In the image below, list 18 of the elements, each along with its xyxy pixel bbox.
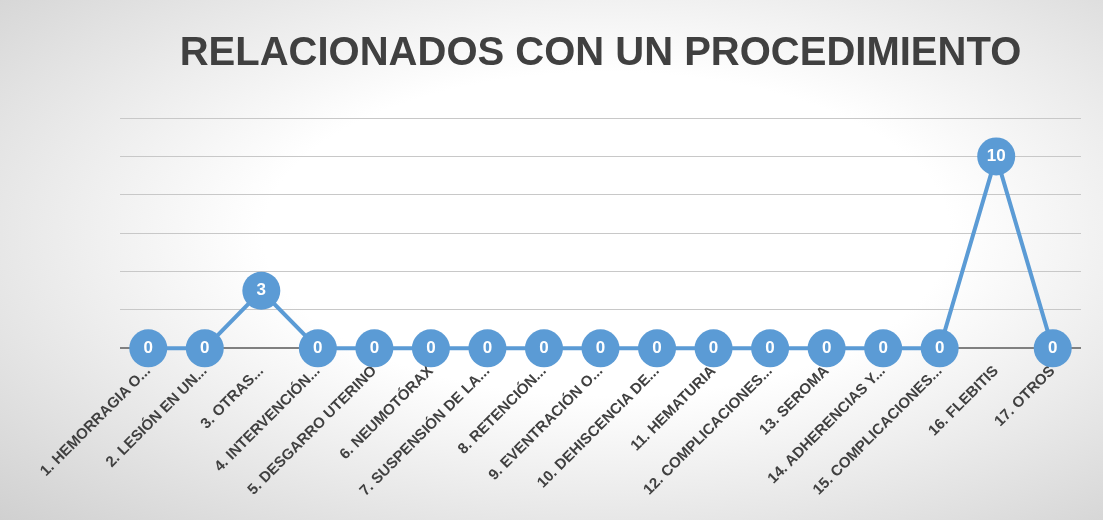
chart-title: RELACIONADOS CON UN PROCEDIMIENTO	[179, 29, 1022, 74]
data-label: 0	[878, 338, 888, 358]
data-label: 3	[256, 280, 267, 300]
data-label: 0	[200, 338, 210, 358]
data-label: 0	[313, 338, 323, 358]
data-label: 0	[821, 338, 832, 358]
data-label: 0	[539, 338, 549, 358]
data-label: 10	[986, 146, 1006, 166]
data-label: 0	[143, 338, 153, 358]
data-label: 0	[369, 338, 380, 358]
data-label: 0	[595, 338, 606, 358]
data-label: 0	[765, 338, 775, 358]
data-label: 0	[426, 338, 436, 358]
data-label: 0	[652, 338, 662, 358]
data-label: 0	[934, 338, 945, 358]
data-label: 0	[482, 338, 493, 358]
data-label: 0	[1048, 338, 1058, 358]
data-label: 0	[708, 338, 719, 358]
